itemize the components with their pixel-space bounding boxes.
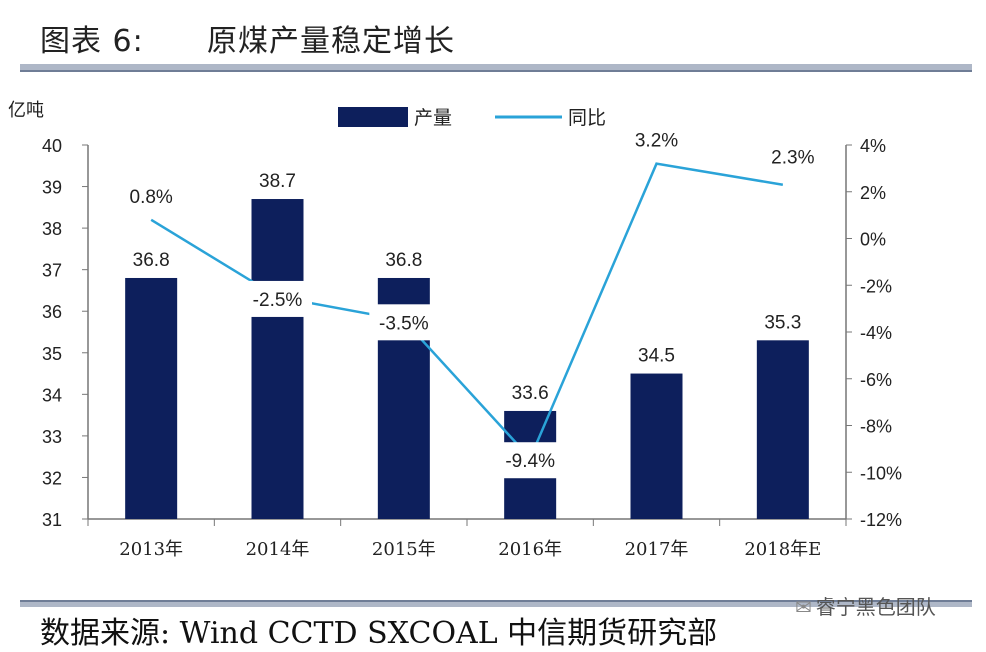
bar-value-label: 33.6 <box>512 383 549 404</box>
x-tick-label: 2016年 <box>498 539 562 560</box>
line-label-box <box>243 280 312 317</box>
left-tick-label: 33 <box>42 427 62 447</box>
line-value-label: -2.5% <box>253 290 303 311</box>
right-tick-label: -8% <box>860 417 892 437</box>
top-divider <box>20 64 972 72</box>
line-value-label: 0.8% <box>130 187 173 208</box>
y-left-unit-label: 亿吨 <box>8 100 44 121</box>
watermark: ✉ 睿宁黑色团队 <box>795 591 936 620</box>
x-tick-label: 2017年 <box>625 539 689 560</box>
bar <box>251 199 304 519</box>
bar-value-label: 34.5 <box>638 346 675 367</box>
bar-value-label: 35.3 <box>764 312 801 333</box>
right-tick-label: 2% <box>860 183 886 203</box>
wechat-icon: ✉ <box>795 595 812 619</box>
line-label-box <box>495 442 565 479</box>
left-tick-label: 40 <box>42 136 62 156</box>
x-tick-label: 2015年 <box>372 539 436 560</box>
left-tick-label: 37 <box>42 261 62 281</box>
bar-value-label: 38.7 <box>259 171 296 192</box>
left-tick-label: 32 <box>42 468 62 488</box>
bar-value-label: 36.8 <box>133 250 170 271</box>
line-value-label: 3.2% <box>635 131 678 152</box>
left-tick-label: 35 <box>42 344 62 364</box>
bar <box>756 340 809 519</box>
left-tick-label: 36 <box>42 302 62 322</box>
x-tick-label: 2018年E <box>744 539 821 560</box>
x-tick-label: 2013年 <box>119 539 183 560</box>
right-tick-label: 0% <box>860 230 886 250</box>
line-value-label: -3.5% <box>379 313 429 334</box>
bar-value-label: 36.8 <box>385 250 422 271</box>
watermark-text: 睿宁黑色团队 <box>815 595 936 619</box>
legend-bar-label: 产量 <box>414 107 452 129</box>
line-value-label: -9.4% <box>505 451 555 472</box>
bar <box>630 373 683 519</box>
bar <box>125 277 178 519</box>
source-note: 数据来源: Wind CCTD SXCOAL 中信期货研究部 <box>40 616 718 651</box>
figure-title: 图表 6: 原煤产量稳定增长 <box>40 24 455 59</box>
right-tick-label: -4% <box>860 323 892 343</box>
line-value-label: 2.3% <box>771 148 814 169</box>
right-tick-label: -2% <box>860 276 892 296</box>
right-tick-label: 4% <box>860 136 886 156</box>
right-tick-label: -10% <box>860 463 902 483</box>
legend-line-label: 同比 <box>568 107 606 129</box>
legend-bar-swatch <box>338 107 408 127</box>
right-tick-label: -6% <box>860 370 892 390</box>
line-label-box <box>369 304 439 341</box>
left-tick-label: 38 <box>42 219 62 239</box>
bottom-divider <box>20 600 972 607</box>
x-tick-label: 2014年 <box>246 539 310 560</box>
right-tick-label: -12% <box>860 510 902 530</box>
left-tick-label: 34 <box>42 385 62 405</box>
left-tick-label: 31 <box>42 510 62 530</box>
left-tick-label: 39 <box>42 178 62 198</box>
